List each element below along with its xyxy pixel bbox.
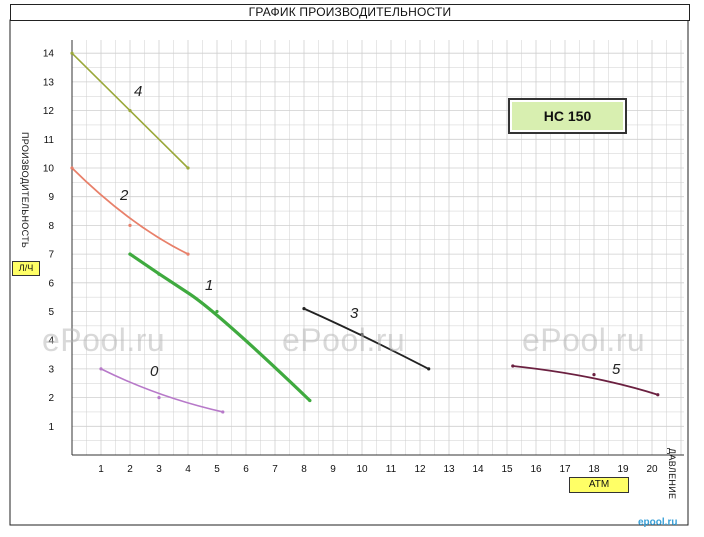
curve-label-2: 2 [119, 187, 129, 204]
y-axis-label: ПРОИЗВОДИТЕЛЬНОСТЬ [20, 131, 30, 249]
x-tick-label: 11 [386, 464, 397, 475]
watermark: ePool.ru [282, 322, 406, 358]
y-tick-label: 8 [48, 221, 54, 232]
x-tick-label: 1 [98, 464, 104, 475]
y-tick-label: 3 [48, 364, 54, 375]
curve-4-point [128, 109, 132, 113]
x-tick-label: 17 [559, 464, 571, 475]
curve-0-point [221, 410, 225, 414]
y-tick-label: 5 [48, 307, 54, 318]
curve-3-point [302, 307, 306, 311]
x-tick-label: 13 [443, 464, 455, 475]
curve-label-3: 3 [350, 305, 359, 322]
y-unit-badge: Л/Ч [12, 261, 40, 276]
curve-label-0: 0 [150, 363, 159, 380]
x-tick-label: 2 [127, 464, 133, 475]
curve-5-point [656, 393, 660, 397]
x-tick-label: 20 [646, 464, 658, 475]
x-tick-labels: 1 2 3 4 5 6 7 8 9 10 11 12 13 14 15 16 17 18 19 20 [98, 464, 658, 475]
y-tick-label: 6 [48, 278, 54, 289]
x-tick-label: 12 [414, 464, 426, 475]
curve-3-point [360, 332, 364, 337]
watermark: ePool.ru [522, 322, 646, 358]
x-unit-badge: АТМ [569, 477, 629, 493]
curve-label-4: 4 [134, 83, 142, 100]
x-tick-label: 4 [185, 464, 191, 475]
curve-1-point [215, 309, 219, 314]
curve-2 [71, 167, 189, 255]
y-tick-label: 12 [43, 106, 55, 117]
x-tick-label: 19 [617, 464, 629, 475]
curve-4-point [186, 166, 190, 170]
curve-labels: 0 1 2 3 4 5 [119, 83, 621, 380]
curve-5-point [592, 373, 596, 377]
x-tick-label: 5 [214, 464, 220, 475]
outer-frame [9, 19, 689, 526]
x-tick-label: 18 [588, 464, 600, 475]
y-tick-label: 11 [44, 135, 55, 146]
y-tick-label: 10 [43, 164, 55, 175]
curve-0-point [99, 367, 103, 371]
curve-2-point [186, 252, 190, 256]
x-tick-label: 3 [156, 464, 162, 475]
y-tick-label: 2 [48, 393, 54, 404]
curve-0-point [157, 396, 161, 400]
y-tick-label: 9 [48, 192, 54, 203]
curve-label-5: 5 [612, 361, 621, 378]
y-tick-label: 1 [48, 422, 54, 433]
x-tick-label: 6 [243, 464, 249, 475]
x-tick-label: 14 [472, 464, 484, 475]
curve-4-point [70, 51, 74, 55]
curve-1 [128, 252, 312, 403]
curve-5 [511, 365, 659, 396]
x-tick-label: 9 [330, 464, 336, 475]
curve-3 [303, 307, 430, 370]
watermark: ePool.ru [42, 322, 166, 358]
x-tick-label: 10 [356, 464, 368, 475]
y-tick-label: 13 [43, 77, 55, 88]
x-axis-label: ДАВЛЕНИЕ [667, 448, 677, 500]
x-tick-label: 8 [301, 464, 307, 475]
curve-2-point [128, 223, 132, 227]
corner-logo: epool.ru [638, 517, 678, 528]
curve-3-point [427, 367, 431, 371]
curve-0 [100, 368, 224, 413]
chart-title: ГРАФИК ПРОИЗВОДИТЕЛЬНОСТИ [10, 4, 690, 21]
curve-1-point [128, 252, 132, 256]
curve-1-point [157, 272, 161, 276]
axes [71, 40, 684, 456]
curves [70, 51, 660, 414]
x-tick-label: 16 [530, 464, 542, 475]
x-tick-label: 7 [272, 464, 278, 475]
curve-5-point [511, 364, 515, 368]
y-tick-label: 14 [43, 49, 55, 60]
curve-2-point [70, 166, 74, 170]
curve-label-1: 1 [205, 277, 213, 294]
y-tick-label: 4 [48, 336, 54, 347]
model-badge: НС 150 [508, 98, 627, 134]
curve-1-point [308, 398, 312, 403]
x-tick-label: 15 [501, 464, 513, 475]
y-tick-label: 7 [48, 250, 54, 261]
